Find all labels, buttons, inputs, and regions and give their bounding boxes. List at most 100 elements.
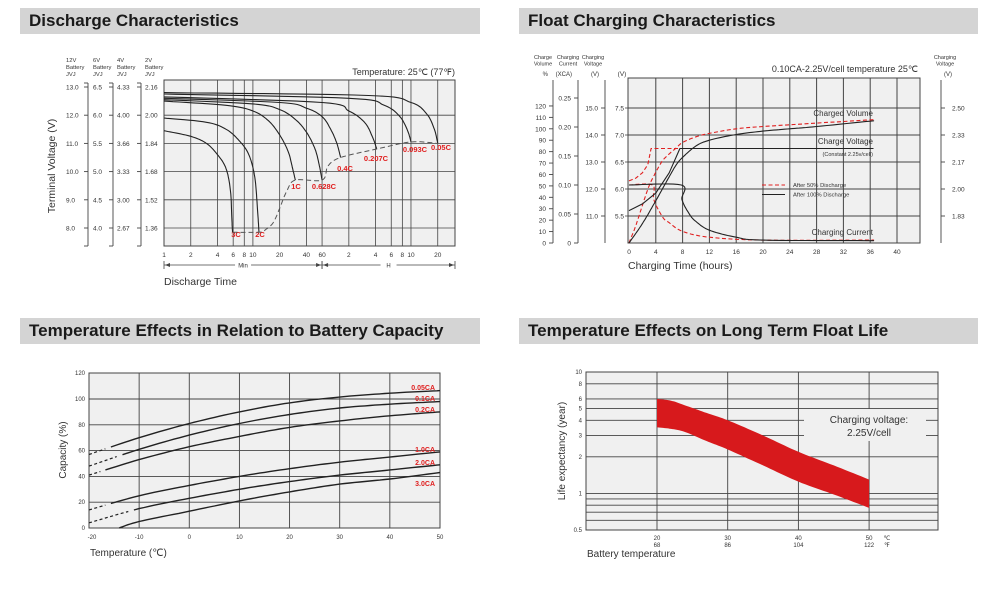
curve-label-charging-current: Charging Current — [812, 228, 874, 237]
capacity-curve-dashed-0.1CA — [88, 456, 117, 467]
y-tick-label: 110 — [536, 115, 547, 122]
y-tick-label: 8.0 — [66, 226, 75, 233]
x-tick-label: 24 — [786, 249, 794, 256]
y-tick-label: 7.0 — [615, 133, 624, 140]
x-tick-label: 10 — [249, 252, 257, 259]
y-tick-label: 5.5 — [93, 141, 102, 148]
x-tick-label: 32 — [840, 249, 848, 256]
x-tick-label: 8 — [242, 252, 246, 259]
section-header-float-life: Temperature Effects on Long Term Float L… — [519, 318, 978, 344]
unit-fahrenheit: ℉ — [884, 543, 890, 549]
x-tick-label: 4 — [654, 249, 658, 256]
axis-unit: (V) — [591, 72, 599, 78]
y-tick-label: 3.66 — [117, 141, 130, 148]
capacity-curve-0.2CA — [105, 411, 441, 471]
charged-volume-curve — [628, 120, 875, 244]
x-tick-label: 20 — [759, 249, 767, 256]
x-tick-label-celsius: 30 — [724, 536, 731, 542]
charge-voltage-curve — [628, 147, 874, 212]
x-tick-label: 2 — [189, 252, 193, 259]
capacity-curve-dashed-1.0CA — [88, 504, 106, 511]
y-tick-label: 3.33 — [117, 169, 130, 176]
curve-label: 0.4C — [337, 164, 353, 173]
x-tick-label: 0 — [188, 535, 192, 541]
y-tick-label: 120 — [75, 371, 86, 377]
y-tick-label: 10.0 — [66, 169, 79, 176]
y-tick-label: 80 — [78, 423, 85, 429]
y-axis-label: Terminal Voltage (V) — [46, 119, 58, 214]
annotation-box — [804, 409, 926, 441]
x-tick-label: 30 — [336, 535, 343, 541]
discharge-curve-1C — [163, 100, 296, 181]
y-tick-label: 0.20 — [558, 125, 571, 132]
y-tick-label: 0 — [542, 241, 546, 248]
y-tick-label: 70 — [539, 161, 547, 168]
discharge-curve-0.207C — [163, 96, 378, 150]
curve-label-constant-voltage: (Constant 2.25v/cell) — [823, 152, 874, 158]
curve-label: 0.1CA — [415, 396, 435, 403]
y-tick-label: 12.0 — [585, 187, 598, 194]
y-tick-label: 2.00 — [952, 187, 965, 194]
legend-label: After 50% Discharge — [793, 183, 846, 189]
temperature-annotation: Temperature: 25℃ (77℉) — [352, 67, 455, 77]
y-tick-label: 2.17 — [952, 160, 965, 167]
cutoff-voltage-line — [232, 141, 438, 233]
x-tick-label: 40 — [303, 252, 311, 259]
y-axis-header: JVJ — [145, 72, 155, 78]
y-tick-label: 100 — [535, 126, 546, 133]
x-tick-label-celsius: 50 — [866, 536, 873, 542]
curve-label: 2.0CA — [415, 460, 435, 467]
x-tick-label: 1 — [162, 252, 166, 259]
range-label-bg — [380, 261, 397, 269]
y-axis-header: Battery — [117, 65, 135, 71]
y-axis-label: Life expectancy (year) — [557, 402, 568, 500]
curve-label: 2C — [255, 230, 265, 239]
range-label: Min — [238, 264, 248, 270]
x-tick-label: 6 — [389, 252, 393, 259]
section-header-temperature-capacity: Temperature Effects in Relation to Batte… — [20, 318, 480, 344]
x-axis-label: Temperature (℃) — [90, 548, 167, 559]
legend-label: After 100% Discharge — [793, 193, 849, 199]
y-tick-label: 2.50 — [952, 106, 965, 113]
capacity-curve-0.05CA — [110, 389, 441, 448]
life-expectancy-band — [657, 398, 870, 508]
axis-header: Voltage — [584, 62, 602, 68]
y-tick-label: 11.0 — [586, 214, 599, 221]
curve-label: 0.093C — [403, 145, 428, 154]
y-tick-label: 4 — [579, 418, 583, 424]
y-tick-label: 15.0 — [585, 106, 598, 113]
discharge-curve-2C — [163, 117, 260, 233]
y-tick-label: 4.33 — [117, 85, 130, 92]
y-tick-label: 90 — [539, 138, 547, 145]
x-tick-label: 16 — [733, 249, 741, 256]
x-tick-label: 50 — [437, 535, 444, 541]
discharge-curve-0.05C — [163, 92, 439, 144]
charge-voltage-curve — [628, 147, 777, 182]
discharge-curve-3C — [163, 130, 234, 233]
x-tick-label: 28 — [813, 249, 821, 256]
curve-label: 0.207C — [364, 154, 389, 163]
x-tick-label-fahrenheit: 86 — [724, 543, 731, 549]
x-axis-label: Charging Time (hours) — [628, 260, 732, 272]
y-tick-label: 10 — [575, 370, 582, 376]
y-tick-label: 1.36 — [145, 226, 158, 233]
x-tick-label: -10 — [135, 535, 144, 541]
y-tick-label: 5.5 — [615, 214, 624, 221]
curve-label: 0.2CA — [415, 407, 435, 414]
x-tick-label: 12 — [706, 249, 714, 256]
x-tick-label: 2 — [347, 252, 351, 259]
y-axis-unit: (V) — [618, 71, 627, 78]
plot-area — [163, 79, 456, 247]
charging-current-curve — [628, 183, 875, 242]
y-tick-label: 1.52 — [145, 197, 158, 204]
y-tick-label: 1.68 — [145, 169, 158, 176]
x-tick-label: 10 — [236, 535, 243, 541]
axis-unit: (XCA) — [556, 72, 572, 78]
curve-label: 1.0CA — [415, 447, 435, 454]
y-axis-header: 4V — [117, 58, 124, 64]
capacity-curve-dashed-0.2CA — [88, 470, 101, 476]
x-tick-label: 8 — [681, 249, 685, 256]
x-tick-label-celsius: 40 — [795, 536, 802, 542]
